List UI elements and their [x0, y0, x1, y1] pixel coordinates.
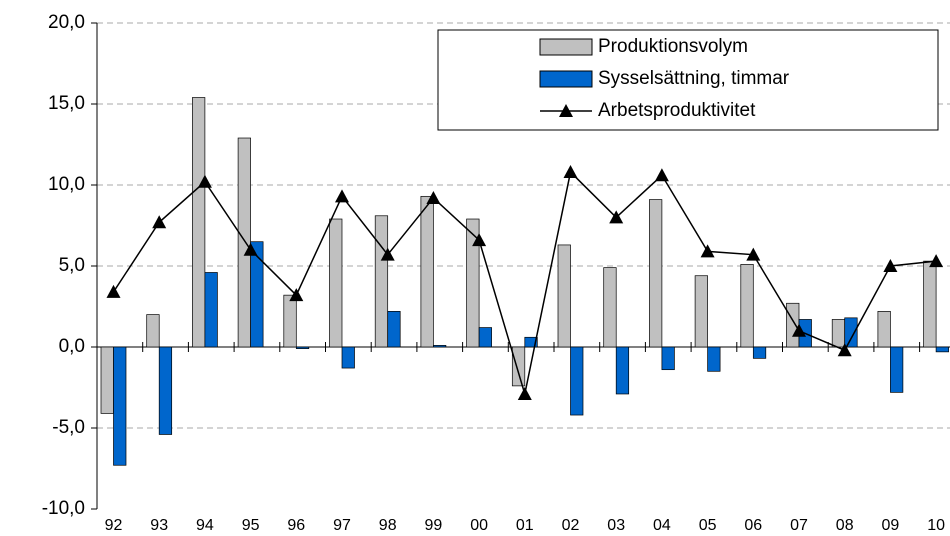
line-marker [837, 343, 852, 357]
line-marker [152, 215, 167, 229]
x-tick-label: 07 [790, 517, 808, 534]
bar [329, 218, 343, 348]
line-marker [197, 174, 212, 188]
bar [603, 267, 617, 348]
bar [752, 346, 767, 359]
bar [740, 264, 754, 348]
bar [387, 311, 401, 348]
line-marker [380, 247, 395, 261]
bar [341, 346, 355, 369]
x-tick-label: 95 [242, 517, 260, 534]
x-tick-label: 09 [882, 517, 900, 534]
bar [374, 215, 389, 348]
bar [204, 272, 218, 348]
x-tick-label: 05 [699, 517, 717, 534]
bar [935, 346, 949, 353]
line-marker [517, 386, 532, 400]
y-tick-label: -10,0 [42, 498, 85, 519]
line-marker [563, 165, 578, 179]
x-tick-label: 06 [744, 517, 762, 534]
x-tick-label: 96 [287, 517, 305, 534]
y-tick-label: 20,0 [48, 12, 85, 33]
bar [237, 137, 251, 348]
bar [649, 199, 663, 348]
bar [158, 346, 173, 435]
x-tick-label: 98 [379, 517, 397, 534]
y-tick-label: 0,0 [59, 336, 85, 357]
line-marker [289, 288, 304, 302]
line-marker [792, 323, 806, 337]
y-tick-label: 10,0 [48, 174, 85, 195]
bar [661, 346, 675, 371]
legend-label: Arbetsproduktivitet [598, 100, 756, 121]
bar [433, 345, 447, 348]
line-marker [243, 242, 258, 256]
line-marker [883, 259, 898, 272]
line-marker [929, 254, 944, 268]
y-tick-label: 5,0 [59, 255, 85, 276]
line-marker [654, 168, 669, 182]
bar [831, 319, 846, 348]
bar [570, 346, 584, 416]
legend-swatch [539, 38, 593, 56]
x-tick-label: 00 [470, 517, 488, 534]
line-marker [609, 210, 624, 224]
line-marker [106, 284, 121, 298]
legend-marker [559, 104, 573, 117]
x-tick-label: 08 [836, 517, 854, 534]
bar [923, 260, 937, 348]
line-marker [472, 233, 487, 247]
bar [877, 311, 891, 348]
legend-box [437, 29, 939, 131]
bar [524, 336, 538, 348]
x-tick-label: 02 [562, 517, 580, 534]
line-marker [335, 189, 349, 203]
x-tick-label: 01 [516, 517, 534, 534]
bar [557, 244, 571, 348]
bar [694, 275, 708, 348]
y-tick-label: 15,0 [48, 93, 85, 114]
legend-label: Produktionsvolym [598, 36, 748, 57]
x-tick-label: 99 [425, 517, 443, 534]
bar [192, 97, 206, 348]
line-marker [746, 247, 761, 261]
bar [146, 314, 160, 348]
bar [478, 327, 492, 348]
bar [890, 346, 904, 393]
bar [707, 346, 721, 372]
bar [100, 346, 114, 414]
bar [844, 317, 858, 348]
line-marker [426, 190, 441, 204]
bar [113, 346, 127, 466]
bar [283, 294, 297, 348]
x-tick-label: 97 [333, 517, 351, 534]
bar [250, 241, 264, 348]
bar [295, 346, 310, 349]
x-tick-label: 03 [607, 517, 625, 534]
line-marker [700, 244, 715, 258]
x-tick-label: 10 [927, 517, 945, 534]
y-tick-label: -5,0 [52, 417, 85, 438]
bar [420, 195, 434, 348]
legend-swatch [539, 70, 593, 88]
bar [786, 302, 800, 348]
bar [615, 346, 630, 395]
x-tick-label: 04 [653, 517, 671, 534]
x-tick-label: 93 [150, 517, 168, 534]
x-tick-label: 92 [105, 517, 123, 534]
legend-label: Sysselsättning, timmar [598, 68, 790, 89]
x-tick-label: 94 [196, 517, 214, 534]
bar [466, 218, 480, 348]
bar [511, 346, 526, 387]
